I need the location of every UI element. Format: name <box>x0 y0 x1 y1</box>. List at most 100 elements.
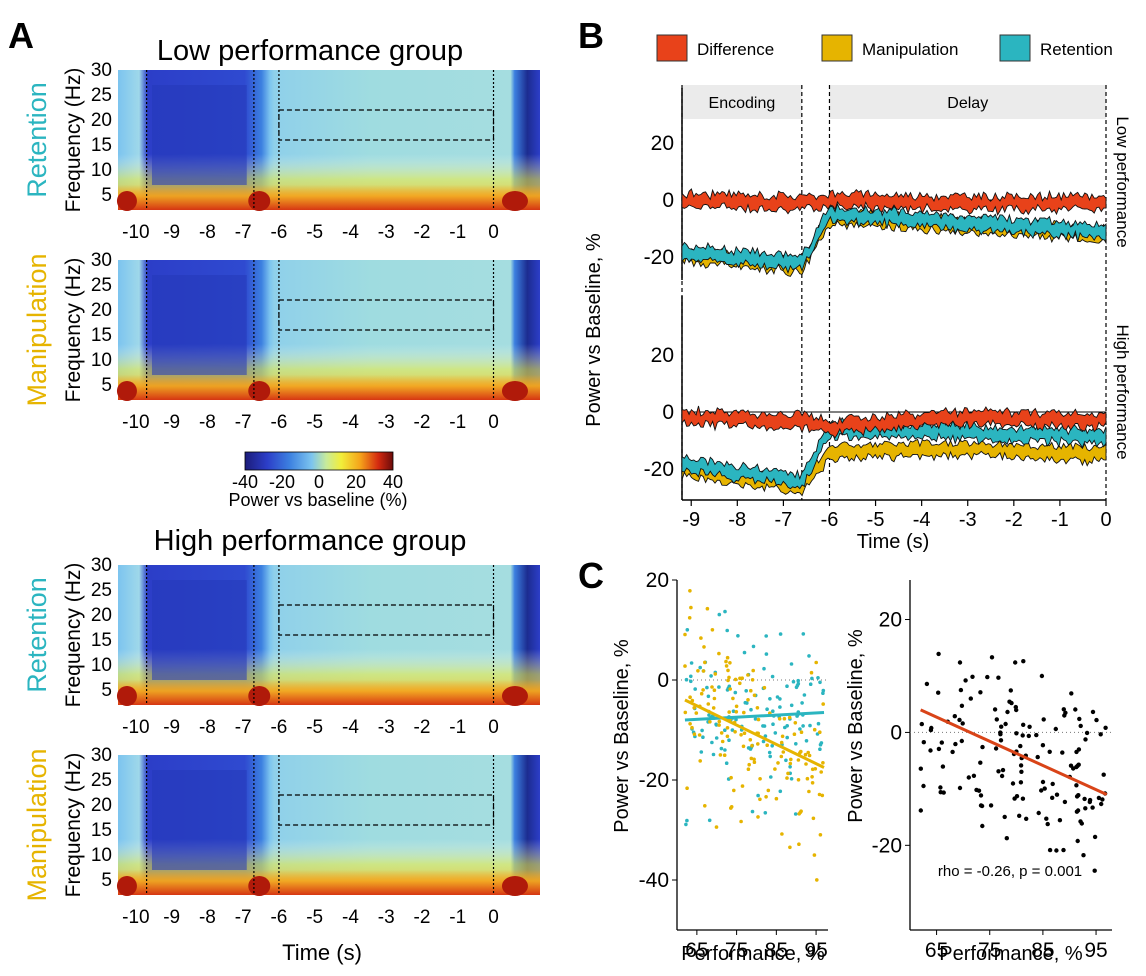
scatter-point <box>775 695 780 699</box>
xtick: 75 <box>725 939 748 962</box>
heatmap-xtick: -1 <box>449 717 466 738</box>
heatmap-hotspot <box>116 686 137 706</box>
roi-box <box>278 604 495 636</box>
scatter-point <box>746 698 750 702</box>
heatmap-ylabel: Frequency (Hz) <box>62 68 85 213</box>
scatter-point <box>758 777 762 781</box>
scatter-point <box>1039 788 1044 793</box>
b-xtick: -4 <box>913 509 931 531</box>
scatter-point <box>785 776 789 780</box>
scatter-point <box>719 731 724 735</box>
scatter-point <box>723 748 727 752</box>
scatter-point <box>742 650 747 655</box>
scatter-point <box>788 845 792 850</box>
scatter-point <box>765 743 769 747</box>
scatter-point <box>1103 725 1108 730</box>
scatter-point <box>708 720 712 724</box>
scatter-point <box>720 739 725 744</box>
scatter-point <box>779 740 784 745</box>
scatter-point <box>727 710 731 714</box>
heatmap-xtick: -4 <box>342 222 359 243</box>
scatter-point <box>985 674 990 680</box>
scatter-point <box>799 809 803 813</box>
heatmap-xtick: -6 <box>270 717 287 738</box>
scatter-point <box>1044 816 1049 821</box>
panel-c: C 20 0 -20 -40 65 75 85 95 20 0 -20 65 75 85 95 Power… <box>578 555 1112 965</box>
scatter-point <box>688 722 692 726</box>
scatter-point <box>957 660 963 665</box>
heatmap-xtick: -9 <box>163 717 180 738</box>
scatter-point <box>739 733 743 737</box>
heatmap-hotspot <box>501 191 528 211</box>
b-xtick: -8 <box>728 509 746 531</box>
scatter-point <box>1035 754 1040 760</box>
xtick: 85 <box>1031 939 1054 962</box>
panel-b: B Difference Manipulation Retention Encodi… <box>578 15 1132 553</box>
scatter-point <box>705 685 709 690</box>
scatter-point <box>770 674 775 679</box>
scatter-right: 20 0 -20 65 75 85 95 <box>872 580 1112 962</box>
heatmap-ytick: 15 <box>91 135 112 156</box>
row-label: Low performance <box>1113 116 1132 247</box>
fit-line-retention <box>684 711 825 722</box>
scatter-point <box>733 690 738 695</box>
heatmap-xtick: -8 <box>199 222 216 243</box>
scatter-point <box>952 714 957 719</box>
heatmap-hotspot <box>116 381 137 401</box>
heatmap-ytick: 10 <box>91 160 112 181</box>
heatmap-encoding-block <box>151 275 247 375</box>
scatter-point <box>736 634 740 638</box>
heatmap-hotspot <box>248 381 271 401</box>
ribbon-difference <box>681 188 1107 217</box>
scatter-point <box>1013 660 1018 665</box>
heatmap-xtick: -10 <box>122 717 149 738</box>
scatter-point <box>685 786 689 790</box>
colorbar-tick: 20 <box>346 472 366 492</box>
scatter-point <box>1036 810 1041 816</box>
scatter-point <box>978 793 984 798</box>
scatter-point <box>718 753 723 757</box>
scatter-point <box>807 654 811 658</box>
scatter-point <box>1047 847 1053 853</box>
scatter-point <box>793 812 798 816</box>
scatter-point <box>689 605 693 610</box>
scatter-point <box>802 693 807 697</box>
scatter-point <box>1092 868 1097 873</box>
heatmap-xtick: -2 <box>414 412 431 433</box>
legend-entry: Manipulation <box>862 40 958 59</box>
scatter-point <box>816 676 820 680</box>
scatter-point <box>769 775 773 779</box>
heatmap-ylabel: Frequency (Hz) <box>62 753 85 898</box>
scatter-point <box>1068 763 1074 768</box>
scatter-point <box>796 681 801 686</box>
band-delay-label: Delay <box>947 95 988 112</box>
scatter-point <box>800 701 804 705</box>
scatter-point <box>780 734 785 739</box>
heatmap-xtick: -7 <box>235 717 252 738</box>
ytick: 20 <box>646 569 669 592</box>
scatter-point <box>750 809 755 814</box>
scatter-point <box>748 738 753 742</box>
scatter-point <box>725 726 730 730</box>
xtick: 85 <box>765 939 788 962</box>
scatter-point <box>726 678 730 683</box>
heatmap-xtick: -5 <box>306 717 323 738</box>
scatter-point <box>792 732 797 736</box>
scatter-point <box>764 652 769 656</box>
condition-label: Manipulation <box>22 253 52 406</box>
scatter-point <box>938 790 943 795</box>
scatter-point <box>1007 699 1012 704</box>
ytick: -20 <box>639 769 669 792</box>
scatter-point <box>1090 805 1095 810</box>
row-label: High performance <box>1113 324 1132 459</box>
scatter-point <box>779 754 784 759</box>
heatmap-xtick: -8 <box>199 907 216 928</box>
heatmap-ytick: 5 <box>101 680 112 701</box>
scatter-point <box>724 659 728 664</box>
scatter-point <box>771 709 775 713</box>
heatmap-ytick: 5 <box>101 185 112 206</box>
heatmap-xtick: -5 <box>306 222 323 243</box>
scatter-point <box>699 691 704 696</box>
